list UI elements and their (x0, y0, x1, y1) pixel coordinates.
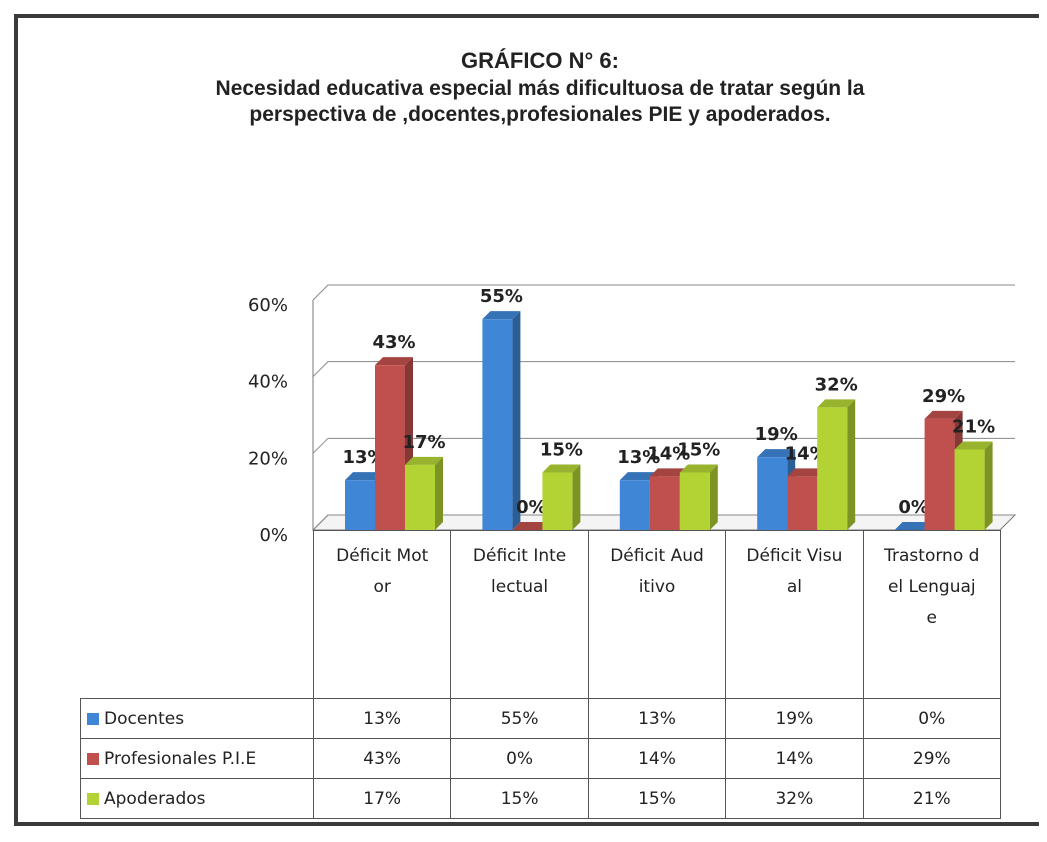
bar (542, 464, 581, 530)
frame (14, 14, 1039, 826)
table-value: 43% (313, 738, 452, 779)
data-label: 21% (952, 417, 995, 438)
grid-line (312, 361, 1015, 378)
table-value: 29% (862, 738, 1001, 779)
legend-swatch (87, 792, 99, 805)
legend-label: Profesionales P.I.E (104, 748, 257, 769)
table-value: 15% (587, 778, 727, 819)
table-value: 55% (450, 698, 589, 739)
data-label: 43% (372, 332, 415, 353)
table-value: 15% (450, 778, 589, 819)
table-value: 32% (725, 778, 864, 819)
data-label: 55% (480, 286, 523, 307)
y-tick-label: 40% (248, 372, 288, 393)
data-label: 14% (647, 443, 690, 464)
category-label: Trastorno del Lenguaje (862, 530, 1001, 699)
data-label: 0% (516, 497, 547, 518)
category-label: Déficit Auditivo (587, 530, 727, 699)
chart-subtitle: Necesidad educativa especial más dificul… (215, 77, 865, 126)
legend-entry: Apoderados (80, 778, 314, 819)
table-value: 14% (725, 738, 864, 779)
grid-line (312, 284, 1015, 301)
data-label: 19% (755, 424, 798, 445)
table-value: 21% (862, 778, 1001, 819)
category-label: Déficit Visual (725, 530, 864, 699)
table-value: 17% (313, 778, 452, 819)
data-label: 15% (677, 440, 720, 461)
bar (679, 464, 718, 530)
legend-swatch (87, 752, 99, 765)
bar (954, 441, 993, 530)
legend-entry: Profesionales P.I.E (80, 738, 314, 779)
table-value: 0% (862, 698, 1001, 739)
bar (482, 311, 521, 530)
data-label: 0% (898, 497, 929, 518)
bar (375, 357, 413, 530)
category-label: Déficit Intelectual (450, 530, 589, 699)
table-value: 19% (725, 698, 864, 739)
data-label: 14% (785, 443, 828, 464)
data-label: 15% (540, 440, 583, 461)
legend-entry: Docentes (80, 698, 314, 739)
y-tick-label: 60% (248, 295, 288, 316)
category-label: Déficit Motor (313, 530, 452, 699)
chart-title: GRÁFICO N° 6: (461, 48, 619, 73)
data-label: 17% (402, 432, 445, 453)
table-value: 14% (587, 738, 727, 779)
table-value: 0% (450, 738, 589, 779)
table-value: 13% (313, 698, 452, 739)
data-label: 29% (922, 386, 965, 407)
y-tick-label: 20% (248, 448, 288, 469)
legend-label: Apoderados (104, 788, 206, 809)
bar (405, 456, 443, 530)
table-value: 13% (587, 698, 727, 739)
grid-line (312, 437, 1015, 454)
legend-label: Docentes (104, 708, 185, 729)
data-label: 13% (617, 447, 660, 468)
data-label: 32% (815, 374, 858, 395)
data-label: 13% (342, 447, 385, 468)
legend-swatch (87, 712, 99, 725)
bar (817, 399, 856, 530)
y-tick-label: 0% (259, 525, 288, 546)
